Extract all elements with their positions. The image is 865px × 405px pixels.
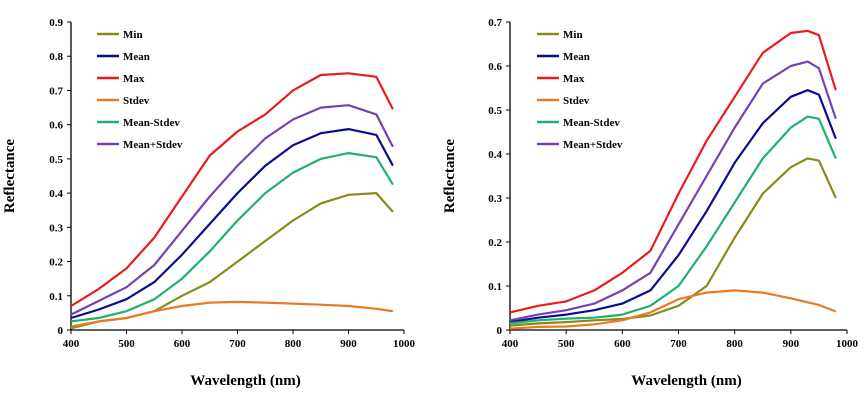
y-axis-label: Reflectance	[442, 139, 458, 213]
series-line-stdev	[70, 300, 394, 328]
legend-label: Mean-Stdev	[123, 117, 180, 129]
chart-1: 400 500 600 700 800 900 1000 0 0.1 0.2 0.3 0.4 0.5 0.…	[2, 17, 416, 389]
legend-label: Mean	[563, 51, 590, 63]
legend-label: Mean	[123, 51, 150, 63]
y-tick-label: 0	[58, 325, 64, 337]
y-tick-label: 0.6	[488, 61, 502, 73]
chart-2: 400 500 600 700 800 900 1000 0 0.1 0.2 0.3 0.4 0.5 0.…	[442, 17, 859, 389]
y-tick-label: 0.5	[488, 105, 502, 117]
y-tick-label: 0.9	[49, 17, 63, 29]
y-tick-label: 0.1	[49, 291, 63, 303]
y-tick-label: 0.3	[49, 222, 63, 234]
legend-label: Mean+Stdev	[123, 139, 183, 151]
x-tick-label: 800	[726, 338, 743, 350]
x-axis-label: Wavelength (nm)	[190, 373, 300, 389]
x-tick-label: 700	[670, 338, 687, 350]
x-tick-label: 1000	[836, 338, 859, 350]
y-tick-label: 0.2	[49, 257, 63, 269]
series-line-max	[70, 72, 394, 307]
y-tick-label: 0.7	[49, 85, 63, 97]
legend-label: Mean+Stdev	[563, 139, 623, 151]
legend-label: Max	[563, 73, 585, 85]
x-tick-label: 600	[174, 338, 191, 350]
series-line-max	[509, 29, 837, 314]
y-tick-label: 0.4	[49, 188, 63, 200]
series-line-mean-stdev	[509, 60, 837, 322]
y-tick-label: 0.8	[49, 51, 63, 63]
y-tick-label: 0.5	[49, 154, 63, 166]
series-line-mean-stdev	[70, 152, 394, 323]
x-tick-label: 700	[229, 338, 246, 350]
legend-label: Stdev	[563, 95, 590, 107]
legend-label: Min	[563, 29, 583, 41]
series-line-min	[509, 157, 837, 327]
y-tick-label: 0.3	[488, 193, 502, 205]
x-tick-label: 400	[63, 338, 80, 350]
x-tick-label: 1000	[393, 338, 416, 350]
series-line-mean-stdev	[509, 115, 837, 325]
x-tick-label: 900	[783, 338, 800, 350]
x-tick-label: 500	[118, 338, 135, 350]
y-tick-label: 0.6	[49, 120, 63, 132]
x-axis-label: Wavelength (nm)	[631, 373, 741, 389]
y-tick-label: 0.2	[488, 237, 502, 249]
series-line-stdev	[509, 289, 837, 330]
x-tick-label: 400	[502, 338, 519, 350]
series-line-mean-stdev	[70, 104, 394, 316]
y-tick-label: 0	[497, 325, 503, 337]
legend-label: Mean-Stdev	[563, 117, 620, 129]
x-tick-label: 500	[558, 338, 575, 350]
y-tick-label: 0.7	[488, 17, 502, 29]
series-line-mean	[509, 89, 837, 324]
legend-label: Stdev	[123, 95, 150, 107]
y-axis-label: Reflectance	[2, 139, 18, 213]
y-tick-label: 0.1	[488, 281, 502, 293]
x-tick-label: 800	[285, 338, 302, 350]
x-tick-label: 900	[340, 338, 357, 350]
y-tick-label: 0.4	[488, 149, 502, 161]
legend-label: Min	[123, 29, 143, 41]
series-line-mean	[70, 128, 394, 320]
legend-label: Max	[123, 73, 145, 85]
x-tick-label: 600	[614, 338, 631, 350]
series-line-min	[70, 192, 394, 330]
